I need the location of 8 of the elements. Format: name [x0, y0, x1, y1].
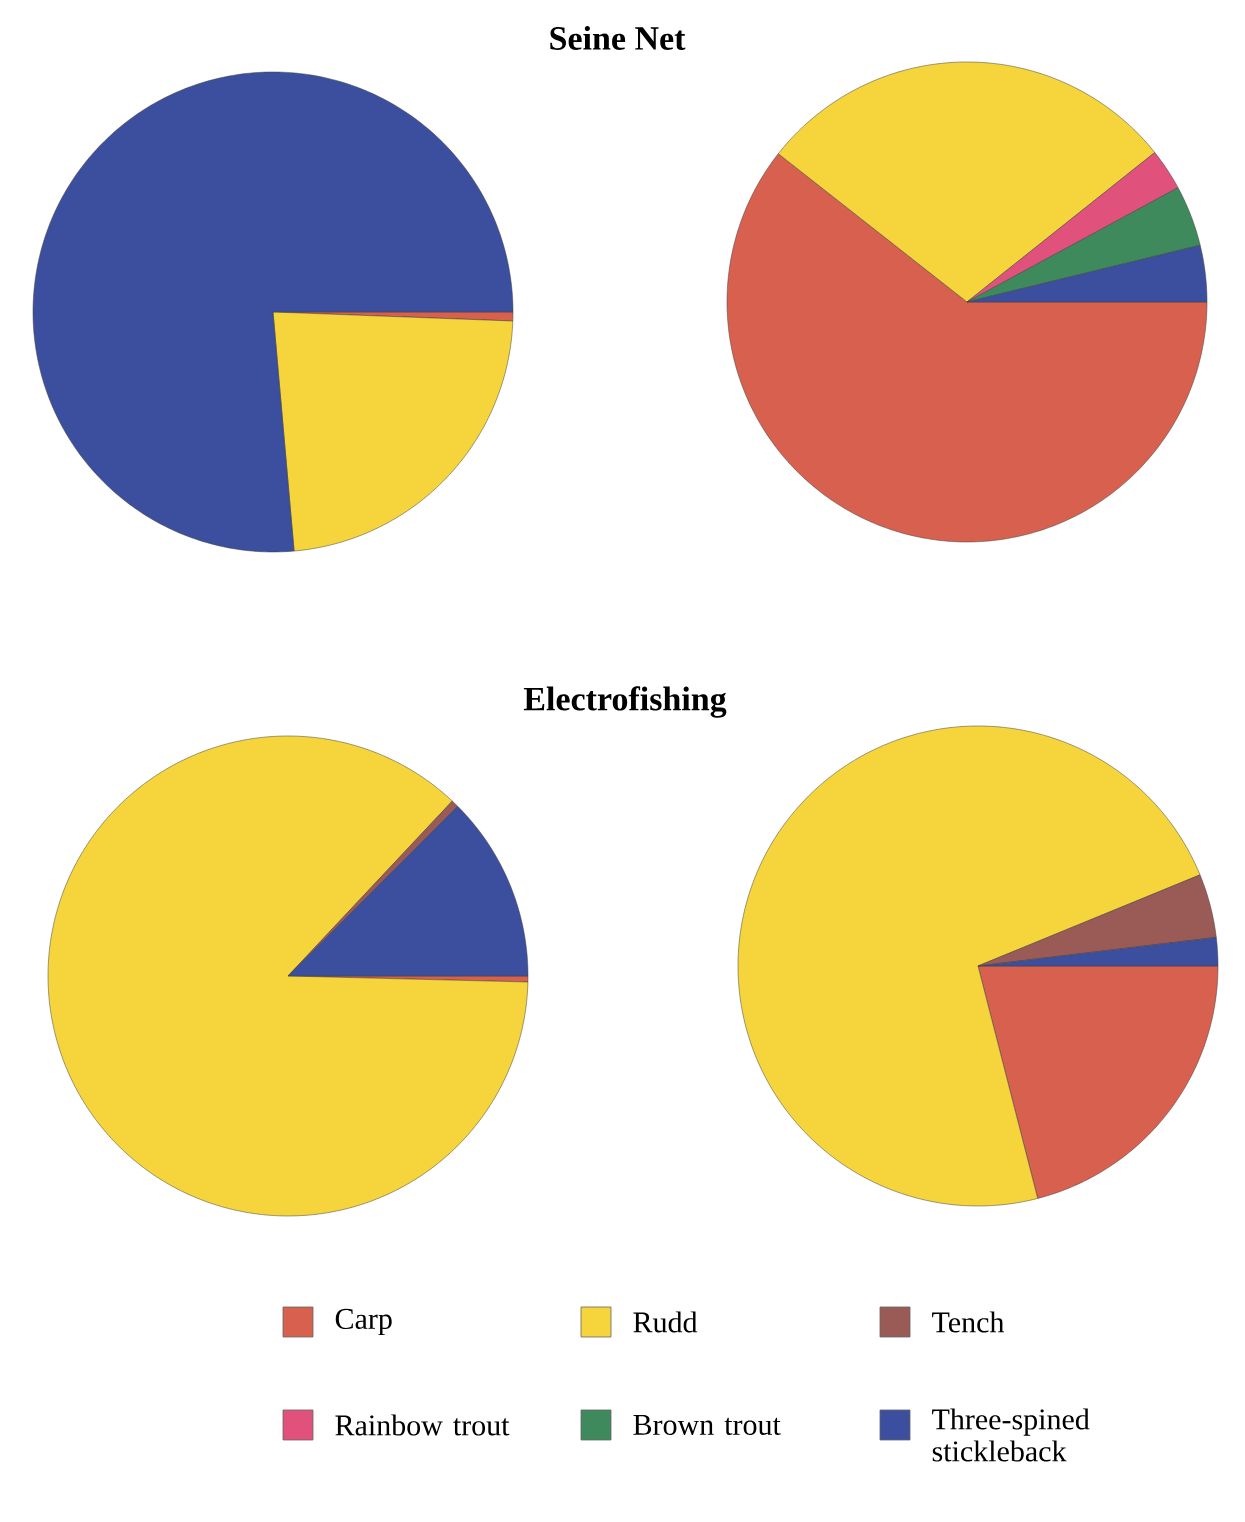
text: Seine Net — [550, 26, 686, 50]
legend-label: Three-spined stickleback — [932, 1408, 1090, 1462]
legend-label: Brown trout — [633, 1415, 781, 1435]
text: Electrofishing — [523, 686, 727, 718]
legend-label: Rainbow trout — [335, 1414, 510, 1436]
legend-label: Carp — [335, 1308, 392, 1336]
legend-label: Tench — [932, 1311, 1005, 1333]
legend-label: Rudd — [633, 1311, 698, 1333]
